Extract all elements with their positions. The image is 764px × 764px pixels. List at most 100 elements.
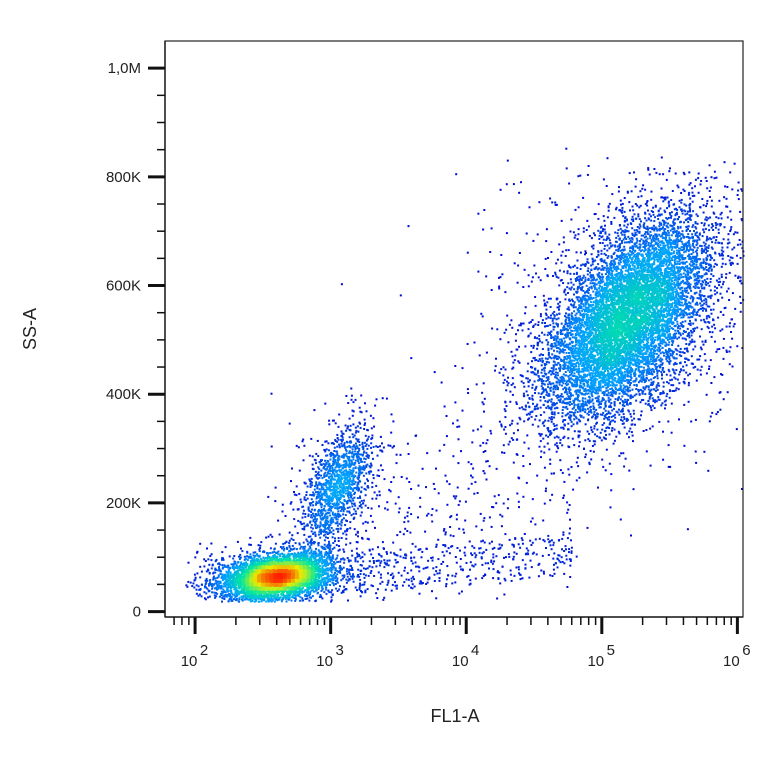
data-point (320, 518, 323, 521)
data-point (357, 478, 360, 480)
data-point (729, 322, 731, 325)
data-point (648, 218, 651, 221)
data-point (681, 212, 684, 215)
data-point (360, 461, 363, 463)
data-point (644, 386, 647, 389)
data-point (696, 326, 699, 329)
data-point (527, 334, 530, 337)
data-point (568, 318, 571, 321)
data-point (199, 542, 202, 545)
data-point (565, 327, 568, 330)
data-point (696, 215, 699, 218)
data-point (504, 533, 507, 536)
data-point (611, 244, 614, 247)
data-point (708, 365, 711, 368)
data-point (341, 438, 344, 441)
data-point (274, 486, 277, 489)
data-point (333, 566, 336, 569)
data-point (321, 444, 324, 446)
data-point (517, 360, 520, 363)
data-point (484, 562, 487, 565)
data-point (481, 391, 484, 394)
data-point (525, 390, 528, 393)
data-point (695, 279, 698, 282)
data-point (666, 207, 668, 210)
data-point (307, 507, 310, 510)
data-point (537, 375, 540, 378)
data-point (553, 357, 556, 360)
data-point (376, 597, 379, 599)
data-point (588, 400, 591, 403)
data-point (641, 187, 644, 190)
data-point (389, 490, 392, 493)
data-point (659, 207, 662, 210)
data-point (644, 402, 647, 405)
data-point (669, 352, 672, 355)
data-point (623, 465, 626, 468)
data-point (560, 219, 563, 222)
data-point (465, 562, 468, 564)
data-point (662, 390, 665, 393)
data-point (454, 575, 457, 578)
data-point (684, 290, 687, 293)
data-point (682, 314, 685, 316)
data-point (653, 363, 656, 366)
data-point (393, 552, 396, 555)
data-point (567, 264, 570, 267)
data-point (703, 450, 706, 453)
data-point (685, 287, 688, 290)
data-point (331, 593, 334, 596)
data-point (559, 469, 562, 472)
data-point (566, 501, 569, 504)
data-point (653, 370, 656, 373)
data-point (379, 582, 382, 585)
data-point (654, 237, 657, 240)
data-point (570, 550, 573, 553)
data-point (417, 565, 420, 568)
data-point (222, 566, 224, 569)
data-point (666, 196, 669, 199)
data-point (655, 400, 658, 403)
data-point (213, 594, 216, 597)
data-point (519, 418, 522, 421)
data-point (517, 429, 519, 432)
data-point (339, 585, 341, 588)
data-point (267, 535, 270, 538)
data-point (354, 491, 356, 494)
data-point (575, 312, 578, 315)
data-point (519, 578, 522, 581)
data-point (334, 567, 337, 570)
data-point (273, 548, 276, 551)
data-point (472, 467, 475, 470)
data-point (702, 228, 705, 231)
data-point (620, 416, 623, 419)
data-point (360, 394, 363, 397)
data-point (596, 428, 599, 431)
data-point (401, 584, 404, 587)
data-point (331, 536, 334, 539)
data-point (699, 264, 702, 266)
data-point (392, 476, 395, 479)
data-point (562, 406, 565, 409)
data-point (569, 272, 572, 275)
data-point (555, 395, 558, 397)
data-point (622, 404, 625, 407)
data-point (375, 484, 378, 487)
data-point (715, 350, 718, 353)
data-point (358, 588, 361, 591)
data-point (638, 248, 641, 251)
data-point (221, 596, 224, 599)
data-point (668, 347, 670, 350)
data-point (671, 350, 674, 353)
data-point (511, 355, 514, 358)
data-point (358, 453, 361, 456)
data-point (377, 571, 380, 574)
data-point (590, 285, 593, 288)
data-point (509, 400, 512, 403)
data-point (555, 322, 558, 325)
data-point (428, 577, 431, 580)
data-point (309, 520, 312, 523)
data-point (722, 250, 725, 253)
data-point (674, 335, 677, 338)
data-point (689, 237, 691, 240)
